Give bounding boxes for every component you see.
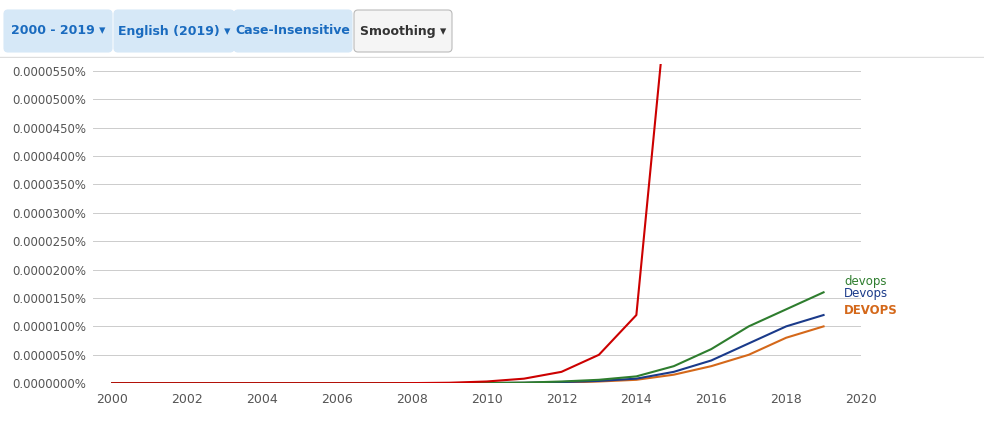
Text: DEVOPS: DEVOPS: [844, 304, 898, 317]
Text: 2000 - 2019 ▾: 2000 - 2019 ▾: [11, 25, 105, 38]
FancyBboxPatch shape: [354, 10, 452, 52]
FancyBboxPatch shape: [4, 10, 112, 52]
Text: Case-Insensitive: Case-Insensitive: [235, 25, 350, 38]
Text: devops: devops: [844, 275, 887, 288]
Text: Devops: Devops: [844, 287, 889, 300]
FancyBboxPatch shape: [114, 10, 234, 52]
Text: English (2019) ▾: English (2019) ▾: [118, 25, 230, 38]
Text: Smoothing ▾: Smoothing ▾: [360, 25, 446, 38]
FancyBboxPatch shape: [234, 10, 352, 52]
